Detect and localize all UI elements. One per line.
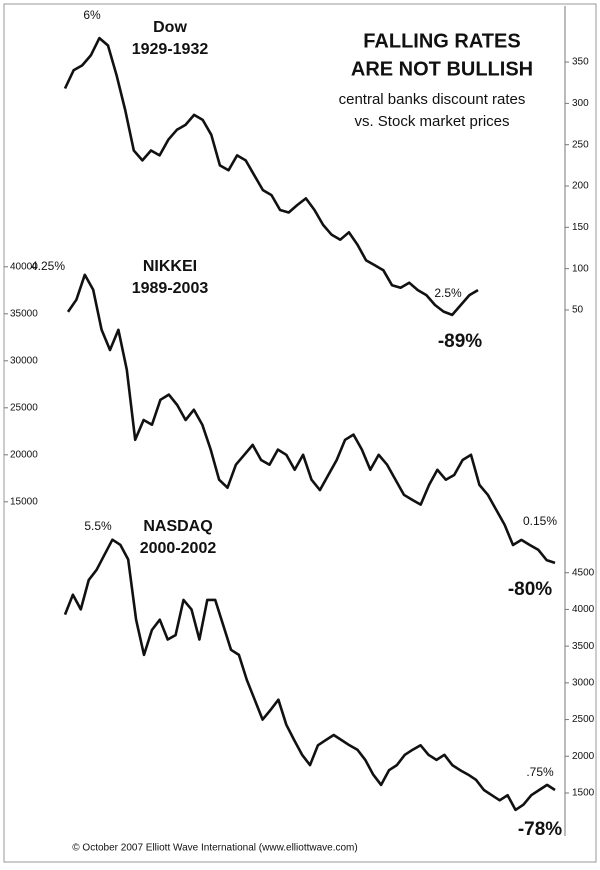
chart-title: NASDAQ [143, 518, 212, 535]
y-tick-label: 30000 [10, 355, 38, 366]
y-tick-label: 250 [572, 139, 589, 150]
y-tick-label: 35000 [10, 308, 38, 319]
y-tick-label: 3000 [572, 677, 595, 688]
rate-label: .75% [526, 765, 554, 779]
y-tick-label: 40000 [10, 261, 38, 272]
chart-subtitle: 1989-2003 [132, 280, 209, 297]
y-tick-label: 25000 [10, 402, 38, 413]
price-line [63, 36, 479, 317]
price-line [66, 273, 556, 565]
y-tick-label: 300 [572, 98, 589, 109]
y-tick-label: 15000 [10, 496, 38, 507]
y-tick-label: 2500 [572, 714, 595, 725]
y-tick-label: 150 [572, 222, 589, 233]
chart-subtitle: 2000-2002 [140, 540, 217, 557]
y-tick-label: 4000 [572, 604, 595, 615]
y-tick-label: 200 [572, 181, 589, 192]
decline-label: -78% [518, 819, 562, 840]
rate-label: 6% [83, 8, 101, 22]
decline-label: -80% [508, 579, 552, 600]
y-tick-label: 3500 [572, 641, 595, 652]
price-line [63, 538, 556, 812]
rate-label: 0.15% [523, 514, 557, 528]
title-line: FALLING RATES [363, 30, 520, 52]
title-line: ARE NOT BULLISH [351, 58, 533, 80]
frame [3, 3, 597, 863]
subtitle-line: central banks discount rates [339, 91, 526, 108]
rate-label: 2.5% [434, 286, 462, 300]
chart-subtitle: 1929-1932 [132, 41, 209, 58]
y-tick-label: 350 [572, 57, 589, 68]
chart-title: NIKKEI [143, 258, 197, 275]
y-tick-label: 1500 [572, 788, 595, 799]
rate-label: 5.5% [84, 519, 112, 533]
footer: © October 2007 Elliott Wave Internationa… [72, 843, 357, 854]
y-tick-label: 4500 [572, 567, 595, 578]
decline-label: -89% [438, 331, 482, 352]
y-tick-label: 2000 [572, 751, 595, 762]
chart-title: Dow [153, 19, 187, 36]
subtitle-line: vs. Stock market prices [354, 113, 509, 130]
y-tick-label: 50 [572, 305, 584, 316]
y-tick-label: 100 [572, 263, 589, 274]
rate-label: 4.25% [31, 259, 65, 273]
y-tick-label: 20000 [10, 449, 38, 460]
